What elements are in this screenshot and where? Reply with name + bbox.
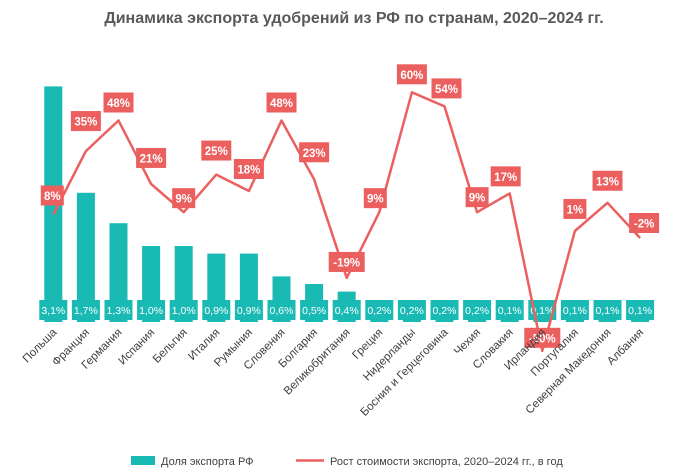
line-label-bg bbox=[40, 185, 64, 206]
bar-label: 1,7% bbox=[74, 305, 98, 317]
bar-label: 0,2% bbox=[400, 305, 424, 317]
bar-label: 0,1% bbox=[596, 305, 620, 317]
line-label-bg bbox=[201, 140, 232, 161]
bar-label: 0,1% bbox=[563, 305, 587, 317]
legend-bar-swatch bbox=[131, 456, 155, 465]
line-label: 9% bbox=[469, 193, 486, 205]
bar-label-bg bbox=[332, 300, 361, 320]
line-label-bg bbox=[524, 327, 561, 348]
bar-label: 1,0% bbox=[172, 305, 196, 317]
line-label: 35% bbox=[74, 117, 97, 129]
bar-label: 0,4% bbox=[335, 305, 359, 317]
line-label: 17% bbox=[494, 172, 517, 184]
line-label-bg bbox=[465, 187, 489, 208]
bar-label: 1,3% bbox=[107, 305, 131, 317]
line-label: 9% bbox=[367, 194, 384, 206]
line-label-bg bbox=[328, 251, 365, 272]
bar-label-bg bbox=[234, 300, 263, 320]
bar-label: 0,2% bbox=[367, 305, 391, 317]
line-label-bg bbox=[363, 188, 387, 209]
growth-line bbox=[52, 91, 642, 353]
bar bbox=[76, 192, 95, 322]
bar-label: 0,9% bbox=[204, 305, 228, 317]
line-label-bg bbox=[299, 142, 330, 163]
bar-label-bg bbox=[137, 300, 166, 320]
bar-label-bg bbox=[300, 300, 329, 320]
bar-label-bg bbox=[463, 300, 492, 320]
line-label-bg bbox=[266, 92, 297, 113]
bar-label-bg bbox=[104, 300, 133, 320]
bar bbox=[109, 223, 128, 322]
line-label-bg bbox=[103, 92, 134, 113]
bar-label-bg bbox=[593, 300, 622, 320]
line-label-bg bbox=[396, 64, 427, 85]
bar-label: 3,1% bbox=[41, 305, 65, 317]
bar-label-bg bbox=[202, 300, 231, 320]
bar-label-bg bbox=[560, 300, 589, 320]
line-label-bg bbox=[629, 213, 660, 233]
bar-label: 0,5% bbox=[302, 305, 326, 317]
bar-group bbox=[44, 86, 650, 323]
bar-label: 0,2% bbox=[465, 305, 489, 317]
bar-label-bg bbox=[169, 300, 198, 320]
bar-label: 0,9% bbox=[237, 305, 261, 317]
line-label: -2% bbox=[634, 219, 654, 231]
bar-label-bg bbox=[495, 300, 524, 320]
line-label-group: 8% 35% 48% 21% 9% 25% 18% 48% 23% -19% 9% 60% 54% 9% 1… bbox=[40, 64, 660, 348]
line-label-bg bbox=[136, 147, 167, 168]
line-label-bg bbox=[431, 78, 462, 99]
bar-label: 0,2% bbox=[433, 305, 457, 317]
line-label: 18% bbox=[237, 165, 260, 177]
bar-label-bg bbox=[397, 300, 426, 320]
bar-label: 0,1% bbox=[498, 305, 522, 317]
line-label-bg bbox=[70, 111, 101, 132]
line-label-bg bbox=[233, 159, 264, 179]
bar-label-bg bbox=[39, 300, 68, 320]
line-label: 8% bbox=[44, 191, 61, 203]
legend-bar-label: Доля экспорта РФ bbox=[161, 456, 254, 468]
line-label-bg bbox=[563, 198, 587, 219]
line-label: 48% bbox=[107, 98, 130, 110]
bar-label: 0,1% bbox=[530, 305, 554, 317]
line-label-bg bbox=[592, 170, 623, 191]
chart-title: Динамика экспорта удобрений из РФ по стр… bbox=[104, 10, 603, 27]
bar-label-bg bbox=[430, 300, 459, 320]
legend: Доля экспорта РФ Рост стоимости экспорта… bbox=[131, 456, 563, 468]
category-label: Чехия bbox=[452, 327, 483, 358]
line-label-bg bbox=[490, 166, 521, 187]
line-label: 54% bbox=[435, 84, 458, 96]
line-label: 21% bbox=[140, 153, 163, 165]
line-label: -50% bbox=[529, 333, 556, 345]
bar-label: 0,1% bbox=[628, 305, 652, 317]
bar-label-bg bbox=[365, 300, 394, 320]
line-label: 23% bbox=[303, 148, 326, 160]
line-label: 1% bbox=[567, 204, 584, 216]
line-label: 9% bbox=[175, 194, 192, 206]
bar-label: 1,0% bbox=[139, 305, 163, 317]
line-label: 60% bbox=[400, 70, 423, 82]
category-label: Испания bbox=[116, 327, 157, 368]
line-label: 48% bbox=[270, 98, 293, 110]
line-label: 13% bbox=[596, 176, 619, 188]
line-label-bg bbox=[172, 188, 196, 209]
bar-label-bg bbox=[71, 300, 100, 320]
line-group bbox=[52, 91, 642, 353]
bar-label: 0,6% bbox=[270, 305, 294, 317]
line-label: -19% bbox=[333, 257, 360, 269]
bar-label-bg bbox=[267, 300, 296, 320]
legend-line-label: Рост стоимости экспорта, 2020–2024 гг., … bbox=[330, 456, 563, 468]
category-label: Бельгия bbox=[151, 327, 190, 366]
bar-label-bg bbox=[626, 300, 655, 320]
line-label: 25% bbox=[205, 146, 228, 158]
bar-label-group: 3,1% 1,7% 1,3% 1,0% 1,0% 0,9% 0,9% 0,6% 0,5% 0,4%… bbox=[39, 300, 655, 320]
